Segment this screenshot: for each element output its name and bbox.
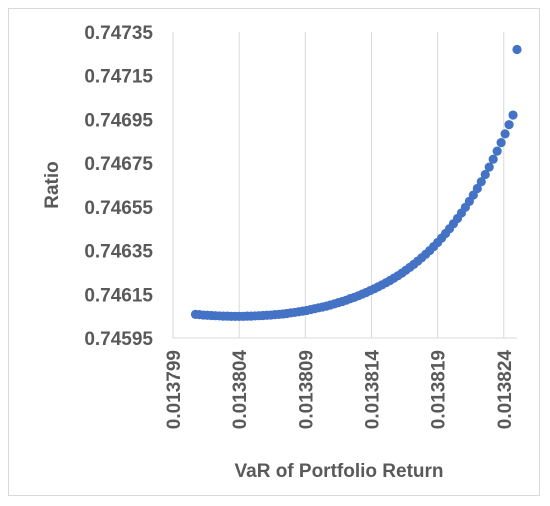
x-tick-label: 0.013819 bbox=[429, 350, 450, 429]
chart-frame bbox=[8, 8, 540, 496]
x-tick-label: 0.013809 bbox=[296, 350, 317, 429]
data-point bbox=[476, 177, 486, 187]
data-point bbox=[504, 120, 514, 130]
x-tick-label: 0.013814 bbox=[362, 350, 383, 430]
x-axis-title: VaR of Portfolio Return bbox=[235, 461, 444, 482]
data-point bbox=[480, 169, 490, 180]
y-axis-title: Ratio bbox=[42, 161, 63, 209]
y-tick-label: 0.74735 bbox=[84, 23, 153, 44]
y-tick-label: 0.74715 bbox=[84, 67, 153, 88]
data-point bbox=[500, 129, 510, 139]
data-points bbox=[190, 44, 522, 321]
data-point bbox=[512, 44, 522, 55]
y-tick-label: 0.74655 bbox=[84, 198, 153, 219]
y-tick-label: 0.74595 bbox=[84, 329, 153, 350]
y-tick-label: 0.74675 bbox=[84, 154, 153, 175]
x-tick-label: 0.013799 bbox=[164, 350, 185, 429]
x-tick-label: 0.013804 bbox=[230, 350, 251, 430]
data-point bbox=[496, 137, 506, 148]
y-axis-ticks: 0.74735 0.74715 0.74695 0.74675 0.74655 0.746… bbox=[84, 23, 153, 350]
data-point bbox=[488, 154, 498, 164]
x-axis-ticks: 0.013799 0.013804 0.013809 0.013814 0.013819… bbox=[164, 350, 516, 430]
y-tick-label: 0.74695 bbox=[84, 110, 153, 131]
data-point bbox=[492, 146, 502, 156]
gridlines bbox=[172, 32, 517, 339]
x-tick-label: 0.013824 bbox=[495, 350, 516, 430]
data-point bbox=[484, 162, 494, 172]
y-tick-label: 0.74615 bbox=[84, 285, 153, 306]
data-point bbox=[508, 110, 518, 120]
y-tick-label: 0.74635 bbox=[84, 242, 153, 263]
data-point bbox=[472, 183, 482, 194]
